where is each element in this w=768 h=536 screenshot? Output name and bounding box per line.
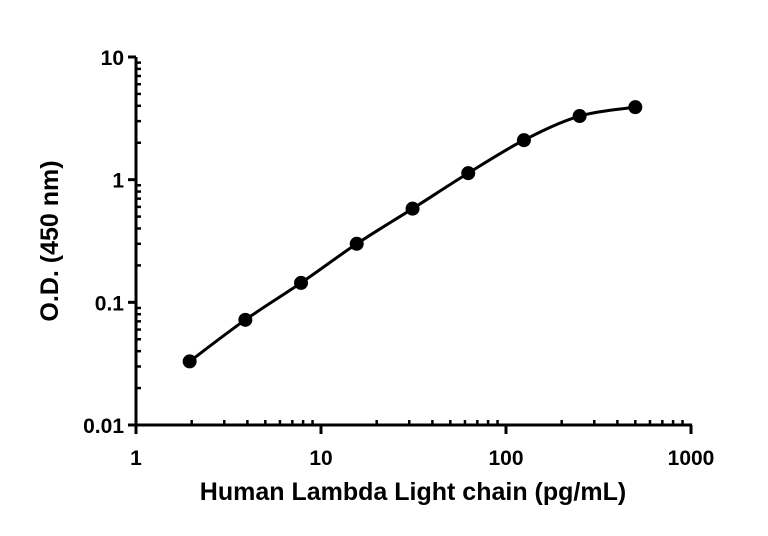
data-points xyxy=(182,100,643,369)
data-point xyxy=(349,236,364,251)
y-axis-label: O.D. (450 nm) xyxy=(36,160,64,321)
x-tick-label: 1000 xyxy=(668,447,715,470)
y-tick-label: 10 xyxy=(101,47,124,70)
x-tick-label: 10 xyxy=(309,447,332,470)
data-point xyxy=(182,354,197,369)
y-tick-label: 0.01 xyxy=(83,415,124,438)
data-point xyxy=(238,312,253,327)
x-axis-label: Human Lambda Light chain (pg/mL) xyxy=(200,478,626,506)
data-point xyxy=(405,201,420,216)
y-tick-label: 1 xyxy=(112,170,124,193)
x-tick-label: 1 xyxy=(130,447,142,470)
data-point xyxy=(294,275,309,290)
axes: 0.01 0.1 1 10 1 10 100 1000 xyxy=(83,47,714,470)
data-point xyxy=(461,166,476,181)
data-point xyxy=(572,109,587,124)
y-tick-label: 0.1 xyxy=(95,292,125,315)
data-point xyxy=(516,133,531,148)
fit-curve xyxy=(188,105,636,363)
data-point xyxy=(628,100,643,115)
x-tick-label: 100 xyxy=(488,447,523,470)
